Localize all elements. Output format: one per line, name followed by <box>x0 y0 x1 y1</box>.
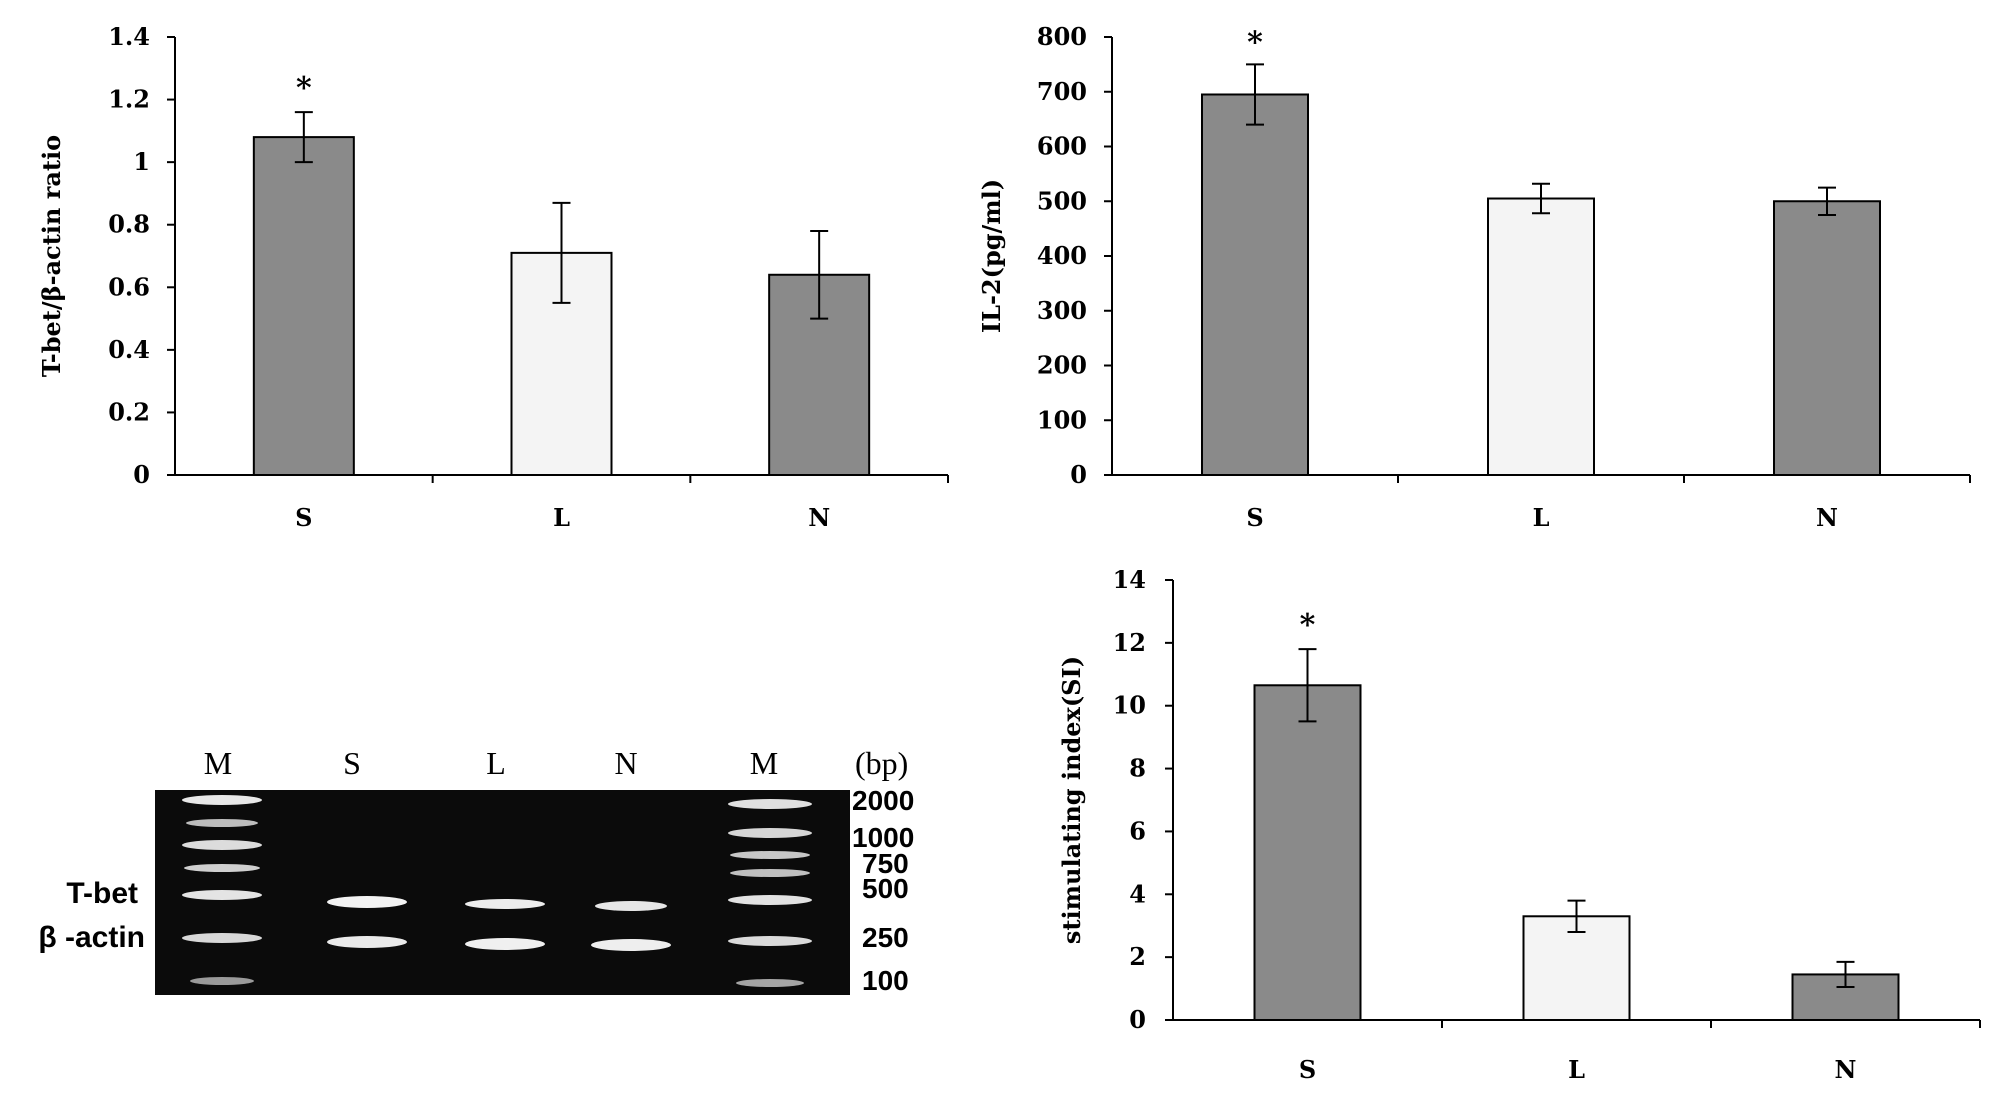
y-tick-label: 0.2 <box>108 397 150 426</box>
sample-lane-s <box>327 896 407 948</box>
y-tick-label: 12 <box>1113 628 1146 657</box>
y-tick-label: 0.4 <box>108 335 150 364</box>
y-tick-label: 2 <box>1129 942 1146 971</box>
il2-chart-svg: 0 100 200 300 400 500 600 700 800 * S L N IL-2(pg/ml) <box>977 22 1971 532</box>
sample-lane-l <box>465 899 545 950</box>
gel-size-label: 100 <box>862 965 909 996</box>
gel-lane-label: S <box>343 745 361 781</box>
bar-s <box>1201 93 1309 477</box>
bar-l <box>510 251 613 476</box>
y-tick-label: 0.6 <box>108 272 150 301</box>
y-axis-title: stimulating index(SI) <box>1057 656 1086 944</box>
gel-size-label: 2000 <box>852 785 914 816</box>
gel-band <box>190 977 254 985</box>
significance-marker: * <box>296 71 312 106</box>
gel-size-label: 500 <box>862 873 909 904</box>
marker-lane-right <box>728 799 812 987</box>
bar-l <box>1487 197 1595 476</box>
gel-band <box>182 840 262 850</box>
y-tick-label: 10 <box>1113 691 1146 720</box>
gel-band <box>728 828 812 838</box>
y-tick-label: 300 <box>1037 296 1087 325</box>
bar-s <box>1253 684 1362 1022</box>
category-label: N <box>1835 1055 1857 1084</box>
bar-n <box>1773 200 1881 476</box>
gel-band-actin <box>591 939 671 951</box>
category-label: N <box>808 503 830 532</box>
y-tick-label: 8 <box>1129 754 1146 783</box>
y-tick-label: 0 <box>133 460 150 489</box>
y-tick-label: 14 <box>1113 565 1146 594</box>
y-tick-label: 500 <box>1037 186 1087 215</box>
gel-figure: M S L N M (bp) 2000 1000 750 500 250 100… <box>38 745 914 996</box>
y-tick-label: 1 <box>133 147 150 176</box>
y-tick-label: 800 <box>1037 22 1087 51</box>
y-tick-label: 700 <box>1037 77 1087 106</box>
sample-lane-n <box>591 901 671 951</box>
y-tick-label: 4 <box>1129 879 1146 908</box>
gel-band-actin <box>465 938 545 950</box>
gel-lane-label: M <box>750 745 778 781</box>
gel-band <box>182 795 262 805</box>
y-tick-label: 200 <box>1037 351 1087 380</box>
gel-lane-label: M <box>204 745 232 781</box>
marker-lane-left <box>182 795 262 985</box>
gel-row-label-actin: β -actin <box>38 921 145 954</box>
y-axis-title: T-bet/β-actin ratio <box>37 135 66 377</box>
category-label: S <box>295 503 312 532</box>
gel-lane-label: L <box>486 745 506 781</box>
gel-size-label: 1000 <box>852 822 914 853</box>
y-axis-title: IL-2(pg/ml) <box>977 179 1006 333</box>
il2-chart: 0 100 200 300 400 500 600 700 800 * S L N IL-2(pg/ml) <box>960 0 1990 540</box>
gel-panel: M S L N M (bp) 2000 1000 750 500 250 100… <box>0 540 1030 1093</box>
y-tick-label: 1.4 <box>108 22 150 51</box>
gel-band <box>736 979 804 987</box>
y-tick-label: 0 <box>1070 460 1087 489</box>
gel-band <box>728 936 812 946</box>
gel-band <box>728 799 812 809</box>
category-label: L <box>1568 1055 1585 1084</box>
bar-l <box>1522 915 1631 1021</box>
gel-band-tbet <box>327 896 407 908</box>
y-tick-label: 600 <box>1037 132 1087 161</box>
gel-size-label: 250 <box>862 922 909 953</box>
gel-size-label: 750 <box>862 848 909 879</box>
gel-band <box>184 864 260 872</box>
category-label: L <box>1533 503 1550 532</box>
gel-band-tbet <box>595 901 667 911</box>
y-tick-label: 0.8 <box>108 210 150 239</box>
gel-band <box>730 851 810 859</box>
y-tick-label: 6 <box>1129 816 1146 845</box>
tbet-ratio-chart: 0 0.2 0.4 0.6 0.8 1 1.2 1.4 * S L N T-bet/β-actin ra… <box>0 0 960 540</box>
gel-background <box>155 790 850 995</box>
gel-lane-label: N <box>614 745 637 781</box>
gel-row-label-tbet: T-bet <box>66 877 138 910</box>
gel-band <box>182 933 262 943</box>
gel-unit-label: (bp) <box>855 745 908 781</box>
gel-band <box>728 895 812 905</box>
gel-band-actin <box>327 936 407 948</box>
y-tick-label: 0 <box>1129 1005 1146 1034</box>
y-tick-label: 1.2 <box>108 85 150 114</box>
category-label: L <box>553 503 570 532</box>
gel-band <box>730 869 810 877</box>
bar-s <box>252 136 355 476</box>
tbet-ratio-chart-svg: 0 0.2 0.4 0.6 0.8 1 1.2 1.4 * S L N T-bet/β-actin ra… <box>37 22 949 532</box>
y-tick-label: 400 <box>1037 241 1087 270</box>
category-label: N <box>1816 503 1838 532</box>
category-label: S <box>1246 503 1263 532</box>
category-label: S <box>1299 1055 1316 1084</box>
significance-marker: * <box>1300 608 1316 643</box>
significance-marker: * <box>1247 25 1263 60</box>
gel-band <box>182 890 262 900</box>
gel-band-tbet <box>465 899 545 909</box>
gel-band <box>186 819 258 827</box>
y-tick-label: 100 <box>1037 405 1087 434</box>
